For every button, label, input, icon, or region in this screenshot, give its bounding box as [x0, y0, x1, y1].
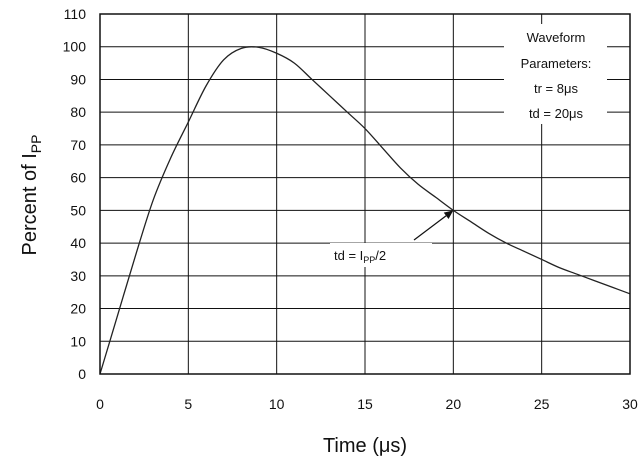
x-tick-label: 10 [269, 396, 285, 412]
x-tick-label: 20 [446, 396, 462, 412]
y-tick-label: 0 [78, 366, 86, 382]
y-tick-label: 60 [70, 170, 86, 186]
x-axis-title: Time (μs) [323, 435, 407, 457]
y-tick-label: 10 [70, 333, 86, 349]
y-tick-label: 40 [70, 235, 86, 251]
x-tick-label: 30 [622, 396, 638, 412]
x-tick-label: 0 [96, 396, 104, 412]
y-axis-title: Percent of IPP [19, 135, 44, 256]
td-arrow-head [443, 210, 454, 219]
params-line-1: Waveform [527, 30, 586, 45]
series-layer [99, 46, 631, 375]
waveform-parameters-note: Waveform Parameters: tr = 8μs td = 20μs [504, 24, 607, 124]
waveform-curve [99, 46, 631, 375]
plot-border [99, 13, 631, 375]
x-tick-labels: 0 5 10 15 20 25 30 [96, 396, 638, 412]
td-label: td = IPP/2 [334, 248, 386, 265]
y-tick-label: 50 [70, 202, 86, 218]
td-arrow [413, 215, 447, 241]
params-line-2: Parameters: [521, 56, 592, 71]
x-tick-label: 5 [184, 396, 192, 412]
y-tick-label: 110 [64, 6, 87, 22]
y-tick-label: 80 [70, 104, 86, 120]
params-line-4: td = 20μs [529, 106, 584, 121]
y-tick-label: 100 [63, 39, 87, 55]
params-line-3: tr = 8μs [534, 81, 578, 96]
y-tick-label: 90 [70, 71, 86, 87]
x-tick-label: 25 [534, 396, 550, 412]
td-annotation: td = IPP/2 [330, 210, 454, 267]
y-tick-label: 70 [70, 137, 86, 153]
y-tick-labels: 0 10 20 30 40 50 60 70 80 90 100 110 [63, 6, 87, 382]
x-tick-label: 15 [357, 396, 373, 412]
y-tick-label: 20 [70, 301, 86, 317]
y-tick-label: 30 [70, 268, 86, 284]
